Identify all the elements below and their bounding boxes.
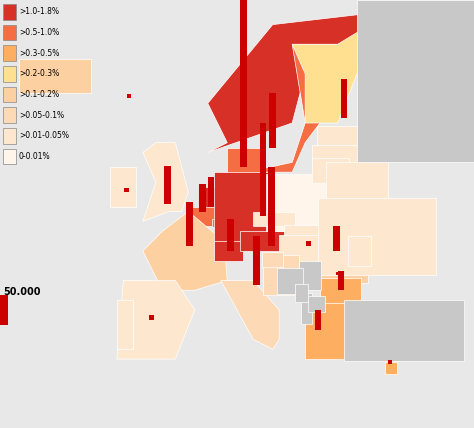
Text: >0.05-0.1%: >0.05-0.1%	[19, 110, 64, 119]
Polygon shape	[212, 220, 218, 227]
Polygon shape	[110, 167, 137, 207]
Polygon shape	[263, 255, 299, 295]
Text: 0-0.01%: 0-0.01%	[19, 152, 50, 161]
Polygon shape	[143, 143, 188, 221]
Bar	[186, 202, 193, 246]
Polygon shape	[221, 280, 279, 349]
Polygon shape	[279, 235, 324, 264]
Polygon shape	[143, 211, 227, 290]
Polygon shape	[214, 172, 273, 246]
Polygon shape	[277, 268, 302, 294]
Polygon shape	[326, 162, 388, 208]
Polygon shape	[253, 211, 295, 226]
Bar	[240, 0, 247, 167]
Text: >0.5-1.0%: >0.5-1.0%	[19, 28, 59, 37]
Polygon shape	[262, 252, 283, 267]
Polygon shape	[309, 296, 325, 312]
Bar	[227, 220, 234, 251]
Polygon shape	[292, 24, 370, 123]
Polygon shape	[240, 231, 286, 251]
Bar	[3, 4, 16, 20]
Polygon shape	[208, 15, 370, 152]
Bar	[3, 86, 16, 102]
Bar	[3, 45, 16, 61]
Polygon shape	[317, 126, 357, 148]
Polygon shape	[312, 145, 358, 165]
Bar	[260, 123, 266, 217]
Bar	[336, 271, 339, 276]
Bar	[333, 226, 339, 251]
Text: >0.3-0.5%: >0.3-0.5%	[19, 49, 59, 58]
Polygon shape	[295, 284, 308, 302]
Text: >0.01-0.05%: >0.01-0.05%	[19, 131, 69, 140]
Bar	[164, 166, 171, 204]
Bar	[3, 66, 16, 82]
Bar	[124, 188, 129, 192]
Polygon shape	[227, 148, 260, 177]
Bar	[253, 236, 260, 285]
Polygon shape	[266, 174, 331, 231]
Polygon shape	[117, 280, 195, 359]
Bar	[269, 93, 276, 148]
Polygon shape	[305, 303, 347, 359]
Polygon shape	[19, 59, 91, 93]
Bar	[0, 295, 8, 325]
Text: >0.1-0.2%: >0.1-0.2%	[19, 90, 59, 99]
Bar	[337, 270, 344, 290]
Polygon shape	[357, 0, 474, 162]
Polygon shape	[385, 362, 397, 374]
Polygon shape	[117, 300, 133, 349]
Polygon shape	[312, 158, 349, 183]
Polygon shape	[214, 241, 244, 261]
Bar	[306, 241, 310, 246]
Bar	[3, 107, 16, 123]
Polygon shape	[344, 300, 464, 361]
Bar	[208, 177, 214, 207]
Text: 50.000: 50.000	[3, 287, 41, 297]
Bar	[268, 167, 274, 246]
Polygon shape	[247, 44, 357, 172]
Polygon shape	[299, 261, 321, 290]
Bar	[200, 184, 206, 211]
Text: >1.0-1.8%: >1.0-1.8%	[19, 7, 59, 16]
Bar	[315, 310, 321, 330]
Text: >0.2-0.3%: >0.2-0.3%	[19, 69, 59, 78]
Polygon shape	[284, 225, 321, 244]
Polygon shape	[301, 293, 312, 324]
Bar	[3, 128, 16, 144]
Bar	[127, 95, 130, 98]
Bar	[3, 24, 16, 40]
Polygon shape	[320, 279, 361, 308]
Polygon shape	[191, 207, 218, 226]
Polygon shape	[318, 238, 368, 283]
Bar	[388, 360, 392, 364]
Polygon shape	[198, 187, 221, 211]
Bar	[149, 315, 154, 320]
Bar	[3, 149, 16, 164]
Polygon shape	[348, 236, 371, 266]
Bar	[341, 79, 347, 118]
Polygon shape	[318, 198, 437, 276]
